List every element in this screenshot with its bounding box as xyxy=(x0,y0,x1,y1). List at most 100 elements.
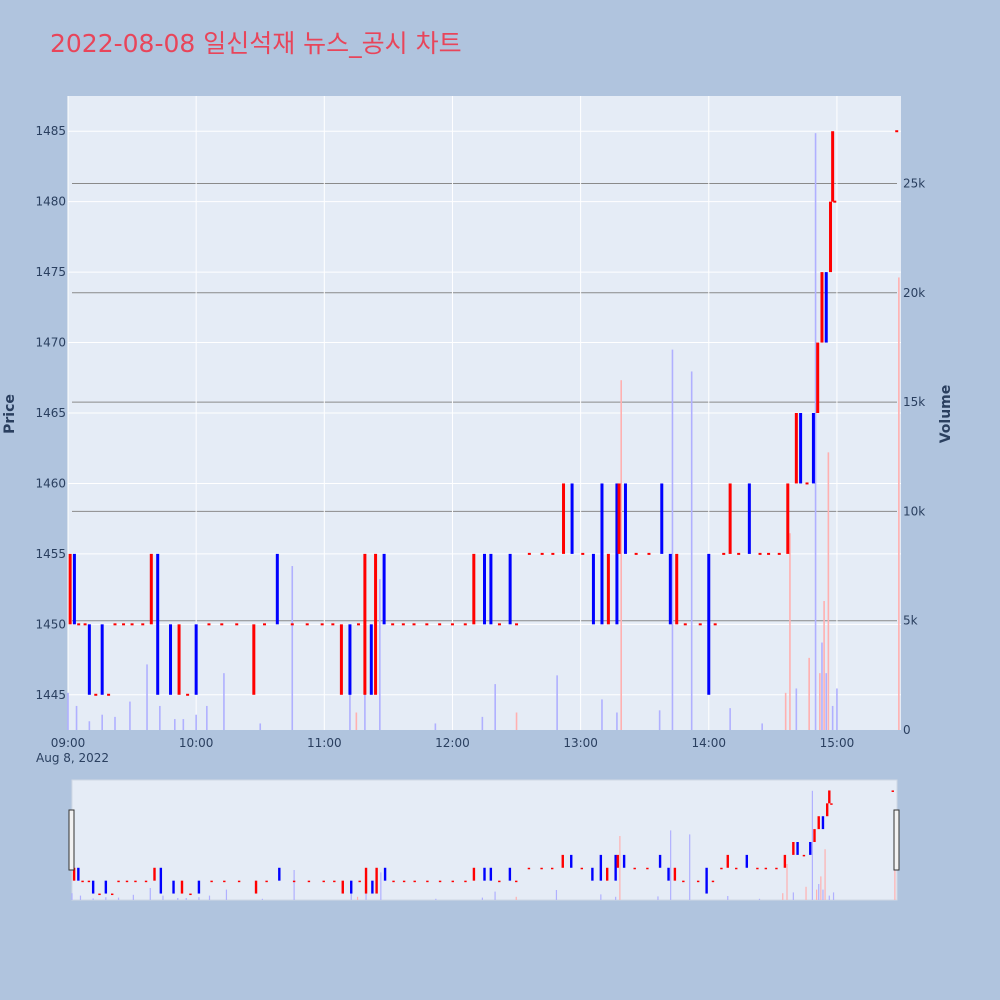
mini-candle xyxy=(673,867,677,881)
candle xyxy=(438,623,442,626)
mini-candle xyxy=(622,854,626,868)
mini-candle xyxy=(237,880,241,883)
range-slider-left-handle[interactable] xyxy=(68,809,75,871)
candle xyxy=(551,552,555,555)
range-slider-right-handle[interactable] xyxy=(893,809,900,871)
candle xyxy=(615,483,619,625)
y-tick-label: 1475 xyxy=(35,265,66,279)
mini-candle xyxy=(375,867,378,894)
candle xyxy=(83,623,87,626)
candle xyxy=(472,553,476,625)
mini-candle xyxy=(735,867,738,870)
volume-bar xyxy=(101,714,103,730)
mini-candle xyxy=(77,867,80,881)
candle xyxy=(777,552,781,555)
volume-bar xyxy=(795,688,798,730)
y2-tick-label: 10k xyxy=(903,504,925,518)
mini-candle xyxy=(451,880,454,883)
candle xyxy=(786,483,790,554)
mini-candle xyxy=(383,867,387,881)
date-label: Aug 8, 2022 xyxy=(36,751,109,765)
candle xyxy=(824,272,828,343)
mini-volume-bar xyxy=(657,896,659,900)
mini-volume-bar xyxy=(816,889,818,900)
mini-candle xyxy=(802,854,806,857)
chart-title: 2022-08-08 일신석재 뉴스_공시 차트 xyxy=(50,29,462,58)
volume-bars xyxy=(67,133,900,730)
volume-bar xyxy=(821,642,823,730)
candle xyxy=(169,624,173,695)
range-slider[interactable] xyxy=(71,779,898,901)
mini-candle xyxy=(392,880,395,883)
candle xyxy=(570,483,574,554)
candle xyxy=(675,553,679,625)
candle xyxy=(220,623,224,626)
candle xyxy=(207,623,211,626)
mini-candle xyxy=(726,854,729,868)
volume-bar xyxy=(291,566,294,730)
mini-volume-bar xyxy=(619,836,621,900)
mini-volume-bar xyxy=(198,897,200,900)
candle xyxy=(87,624,91,695)
volume-bar xyxy=(825,673,828,730)
volume-bar xyxy=(814,133,817,730)
candle xyxy=(235,623,239,626)
mini-candle xyxy=(278,867,281,881)
mini-candle xyxy=(153,867,156,881)
mini-candle xyxy=(828,790,831,804)
mini-candle xyxy=(527,867,531,870)
mini-volume-bar xyxy=(79,895,82,900)
x-tick-label: 11:00 xyxy=(307,736,342,750)
mini-volume-bar xyxy=(356,896,359,900)
candle xyxy=(94,693,98,696)
candle xyxy=(156,553,160,695)
mini-volume-bar xyxy=(481,897,483,900)
candle xyxy=(130,623,134,626)
mini-candle xyxy=(144,880,148,883)
mini-volume-bar xyxy=(105,897,107,900)
candle xyxy=(141,623,145,626)
mini-candle xyxy=(756,867,759,870)
candle xyxy=(290,623,294,626)
mini-candle xyxy=(515,880,518,883)
mini-candle xyxy=(599,854,603,881)
candle xyxy=(683,623,687,626)
axis-ticks: 1445 1450 1455 1460 1465 1470 1475 1480 1485 0 5k 1… xyxy=(35,124,925,750)
mini-volume-bar xyxy=(494,891,496,900)
mini-volume-bar xyxy=(555,890,558,900)
mini-volume-bar xyxy=(92,898,94,900)
candle xyxy=(831,131,835,202)
mini-volume-bar xyxy=(515,896,517,900)
candle xyxy=(634,552,638,555)
mini-candle xyxy=(197,880,201,894)
mini-candle xyxy=(81,880,84,883)
candle xyxy=(767,552,771,555)
mini-candle xyxy=(540,867,543,870)
mini-candle xyxy=(550,867,554,870)
mini-candle xyxy=(830,803,833,805)
candle xyxy=(305,623,309,626)
candle xyxy=(339,624,343,695)
mini-candle xyxy=(498,880,501,883)
candle xyxy=(275,553,279,625)
candle xyxy=(194,624,198,695)
mini-candle xyxy=(98,893,101,896)
volume-bar xyxy=(223,673,225,730)
x-tick-label: 13:00 xyxy=(563,736,598,750)
volume-bar xyxy=(601,699,603,730)
mini-volume-bar xyxy=(185,898,187,900)
mini-candle xyxy=(341,880,344,894)
mini-candle xyxy=(508,867,512,881)
mini-candle xyxy=(825,803,829,817)
mini-volume-bar xyxy=(600,894,602,900)
mini-candle xyxy=(104,880,108,894)
mini-candle xyxy=(254,880,258,894)
mini-candle xyxy=(180,880,184,894)
x-tick-label: 09:00 xyxy=(51,736,86,750)
candle xyxy=(463,623,467,626)
mini-candle xyxy=(489,867,493,881)
candle xyxy=(737,552,741,555)
mini-volume-bar xyxy=(792,892,794,900)
candle xyxy=(186,693,190,696)
